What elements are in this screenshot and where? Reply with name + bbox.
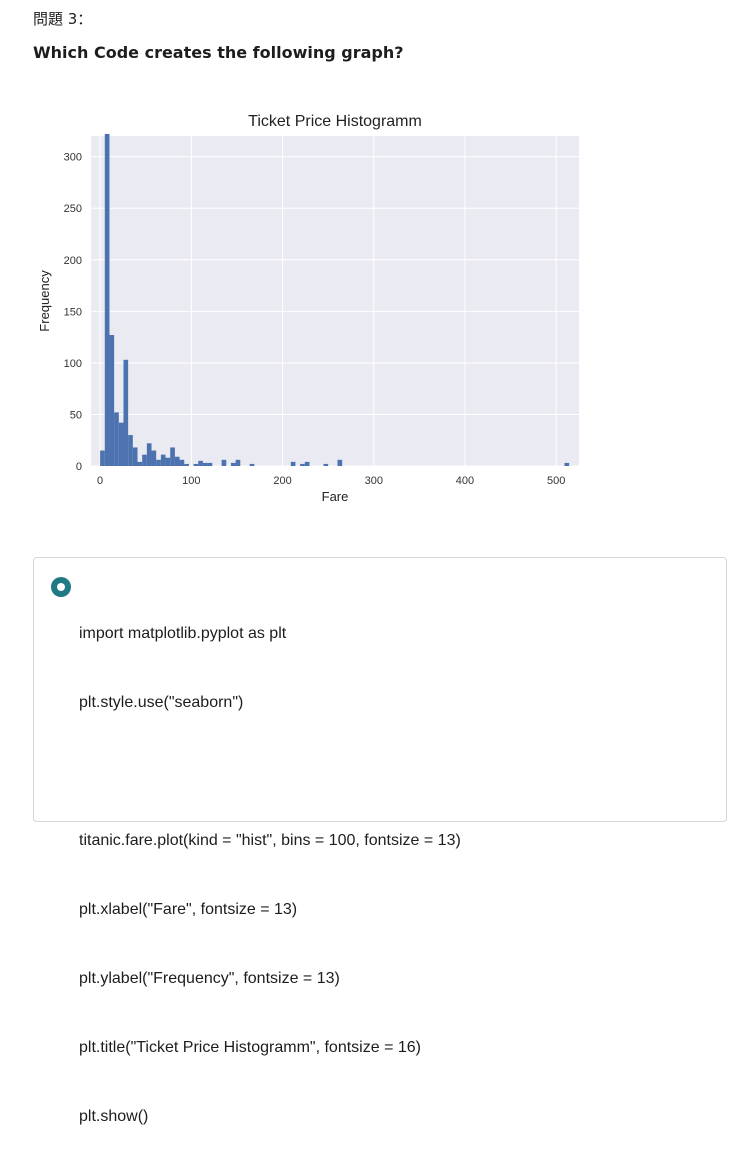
- y-tick-label: 0: [76, 461, 82, 473]
- histogram-bar: [230, 462, 236, 466]
- plot-background: [91, 136, 579, 466]
- histogram-bar: [160, 454, 166, 466]
- histogram-bar: [564, 462, 570, 466]
- chart-title: Ticket Price Histogramm: [248, 113, 422, 130]
- histogram-bar: [235, 459, 241, 466]
- code-line: plt.title("Ticket Price Histogramm", fon…: [79, 1039, 421, 1056]
- histogram-bar: [290, 461, 296, 466]
- histogram-bar: [109, 335, 115, 466]
- question-text: Which Code creates the following graph?: [33, 43, 404, 62]
- chart-svg: 0 50 100 150 200 250 300 0 100 200 300 400 500 Ticket…: [37, 113, 579, 504]
- code-line: plt.show(): [79, 1108, 149, 1125]
- radio-selected-icon[interactable]: [51, 577, 71, 597]
- code-line: plt.style.use("seaborn"): [79, 694, 244, 711]
- x-tick-label: 200: [273, 475, 291, 487]
- histogram-bar: [118, 422, 124, 466]
- histogram-bar: [221, 459, 227, 466]
- code-line: [79, 760, 461, 783]
- histogram-bar: [156, 459, 161, 466]
- histogram-bar: [300, 463, 305, 466]
- question-number: 問題 3：: [33, 10, 93, 28]
- histogram-bar: [202, 462, 208, 466]
- histogram-bar: [165, 457, 171, 466]
- answer-code: import matplotlib.pyplot as plt plt.styl…: [79, 576, 461, 1174]
- x-tick-label: 0: [97, 475, 103, 487]
- histogram-bar: [114, 412, 119, 466]
- histogram-bar: [207, 462, 213, 466]
- histogram-bar: [132, 447, 138, 466]
- y-tick-label: 100: [64, 358, 82, 370]
- histogram-chart: 0 50 100 150 200 250 300 0 100 200 300 400 500 Ticket…: [30, 108, 590, 513]
- x-tick-label: 300: [365, 475, 383, 487]
- y-tick-label: 150: [64, 306, 82, 318]
- histogram-bar: [100, 450, 105, 466]
- histogram-bar: [304, 461, 310, 466]
- histogram-bar: [123, 359, 129, 466]
- histogram-bar: [170, 447, 175, 466]
- x-tick-label: 500: [547, 475, 565, 487]
- y-tick-label: 250: [64, 203, 82, 215]
- y-tick-label: 300: [64, 152, 82, 164]
- histogram-bar: [323, 463, 329, 466]
- histogram-bar: [151, 450, 157, 466]
- y-tick-label: 50: [70, 409, 82, 421]
- answer-option[interactable]: import matplotlib.pyplot as plt plt.styl…: [33, 557, 727, 1125]
- histogram-bar: [249, 463, 255, 466]
- y-tick-label: 200: [64, 255, 82, 267]
- code-line: import matplotlib.pyplot as plt: [79, 625, 287, 642]
- histogram-bar: [184, 463, 189, 466]
- y-axis-label: Frequency: [37, 270, 52, 332]
- histogram-bar: [179, 459, 185, 466]
- code-line: plt.xlabel("Fare", fontsize = 13): [79, 901, 298, 918]
- x-tick-label: 400: [456, 475, 474, 487]
- histogram-bar: [104, 133, 110, 466]
- histogram-bar: [174, 456, 180, 466]
- code-line: titanic.fare.plot(kind = "hist", bins = …: [79, 832, 461, 849]
- histogram-bar: [146, 443, 152, 466]
- histogram-bar: [137, 461, 143, 466]
- x-axis-label: Fare: [322, 489, 349, 504]
- histogram-bar: [128, 435, 133, 466]
- histogram-bar: [142, 454, 147, 466]
- code-line: plt.ylabel("Frequency", fontsize = 13): [79, 970, 340, 987]
- x-tick-label: 100: [182, 475, 200, 487]
- histogram-bar: [198, 460, 203, 466]
- histogram-bar: [193, 463, 199, 466]
- histogram-bar: [337, 459, 343, 466]
